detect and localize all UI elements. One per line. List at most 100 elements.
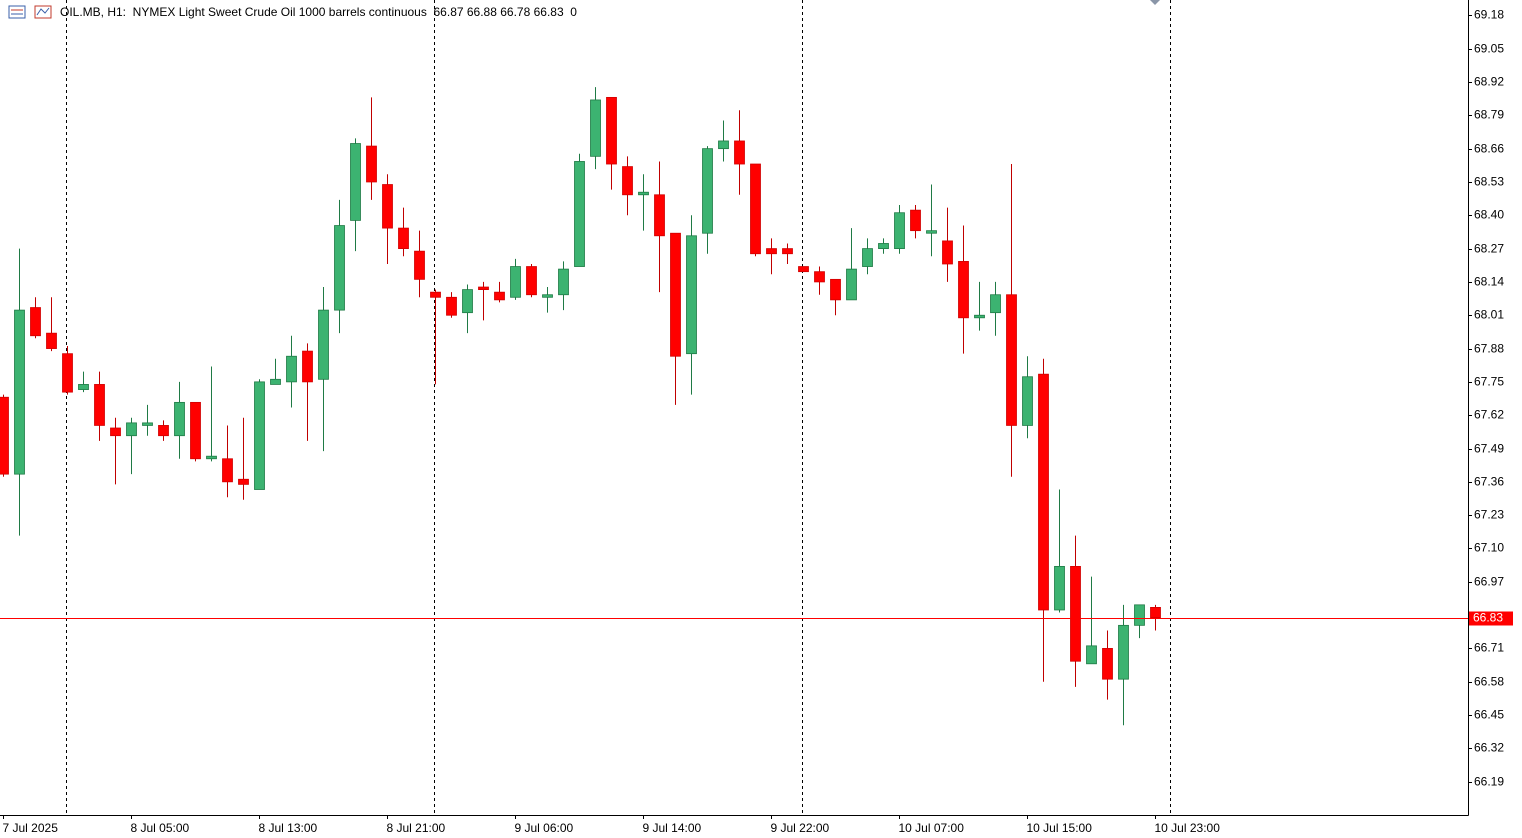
candle-body [286, 355, 297, 383]
y-tick-label: 68.53 [1474, 175, 1504, 189]
candle-body [206, 455, 217, 460]
x-tick-label: 8 Jul 05:00 [131, 821, 190, 835]
y-tick-label: 66.97 [1474, 575, 1504, 589]
y-tick-label: 69.18 [1474, 8, 1504, 22]
y-tick-label: 68.92 [1474, 75, 1504, 89]
y-tick-label: 66.58 [1474, 675, 1504, 689]
candle-body [862, 248, 873, 267]
candle-body [1006, 294, 1017, 426]
y-tick-label: 66.19 [1474, 775, 1504, 789]
candle-body [30, 307, 41, 337]
candle-body [158, 425, 169, 437]
candle-body [702, 148, 713, 234]
y-tick-label: 68.27 [1474, 242, 1504, 256]
candle-body [46, 332, 57, 349]
candle-body [622, 166, 633, 196]
candle-body [574, 161, 585, 267]
candle-body [494, 291, 505, 301]
candle-body [238, 478, 249, 485]
x-tick-label: 9 Jul 22:00 [771, 821, 830, 835]
candle-body [590, 99, 601, 157]
y-tick-label: 68.14 [1474, 275, 1504, 289]
candle-body [62, 353, 73, 393]
y-tick-label: 67.62 [1474, 408, 1504, 422]
y-tick-label: 67.49 [1474, 442, 1504, 456]
candle-body [734, 140, 745, 165]
x-tick-label: 8 Jul 21:00 [387, 821, 446, 835]
candle-body [110, 427, 121, 437]
candle-body [1102, 648, 1113, 680]
trade-marker [1150, 0, 1160, 5]
candle-body [686, 235, 697, 355]
x-tick-label: 9 Jul 06:00 [515, 821, 574, 835]
candle-body [142, 422, 153, 426]
candle-body [1022, 376, 1033, 426]
candle-body [334, 225, 345, 311]
candle-body [478, 286, 489, 291]
icon [34, 5, 52, 19]
x-tick-label: 9 Jul 14:00 [643, 821, 702, 835]
candle-body [78, 384, 89, 390]
y-tick-label: 68.01 [1474, 308, 1504, 322]
candle-body [990, 294, 1001, 314]
candle-body [814, 271, 825, 283]
candle-body [270, 378, 281, 385]
candle-body [846, 268, 857, 301]
candle-body [190, 401, 201, 460]
candle-body [318, 309, 329, 380]
last-price-box [1469, 611, 1513, 626]
candle-body [462, 289, 473, 314]
y-tick-label: 67.23 [1474, 508, 1504, 522]
y-tick-label: 67.36 [1474, 475, 1504, 489]
candle-body [94, 384, 105, 426]
candle-body [878, 243, 889, 250]
candle-body [798, 266, 809, 273]
y-tick-label: 68.79 [1474, 108, 1504, 122]
candle-body [670, 232, 681, 357]
period-separators [66, 0, 1171, 815]
candle-body [1054, 565, 1065, 611]
y-tick-label: 66.71 [1474, 641, 1504, 655]
y-tick-label: 68.66 [1474, 142, 1504, 156]
candle-body [558, 268, 569, 296]
candle-body [942, 240, 953, 265]
x-tick-label: 8 Jul 13:00 [259, 821, 318, 835]
candle-body [1150, 607, 1161, 619]
y-tick-label: 68.40 [1474, 208, 1504, 222]
candle-body [414, 250, 425, 280]
candle-body [750, 163, 761, 255]
candle-body [542, 294, 553, 298]
candle-body [174, 401, 185, 437]
candle-body [894, 212, 905, 250]
candle-body [1070, 565, 1081, 662]
candle-body [638, 191, 649, 196]
candle-body [222, 458, 233, 483]
x-tick-label: 10 Jul 15:00 [1027, 821, 1093, 835]
candle-body [718, 140, 729, 150]
y-tick-label: 69.05 [1474, 42, 1504, 56]
icon [8, 5, 26, 19]
candle-body [510, 266, 521, 298]
y-tick-label: 67.75 [1474, 375, 1504, 389]
x-tick-label: 10 Jul 23:00 [1155, 821, 1221, 835]
candle-body [350, 143, 361, 221]
candle-body [1038, 373, 1049, 611]
candle-body [302, 350, 313, 383]
candle-body [782, 248, 793, 255]
candle-body [910, 209, 921, 232]
candle-body [430, 291, 441, 298]
candle-body [382, 184, 393, 229]
y-tick-label: 66.45 [1474, 708, 1504, 722]
y-tick-label: 66.32 [1474, 741, 1504, 755]
candle-body [446, 296, 457, 316]
x-tick-label: 7 Jul 2025 [3, 821, 59, 835]
icon [36, 7, 50, 16]
x-tick-label: 10 Jul 07:00 [899, 821, 965, 835]
candle-body [974, 314, 985, 319]
chart-title: OIL.MB, H1: NYMEX Light Sweet Crude Oil … [60, 5, 577, 19]
candle-body [126, 422, 137, 437]
candle-body [1134, 604, 1145, 626]
